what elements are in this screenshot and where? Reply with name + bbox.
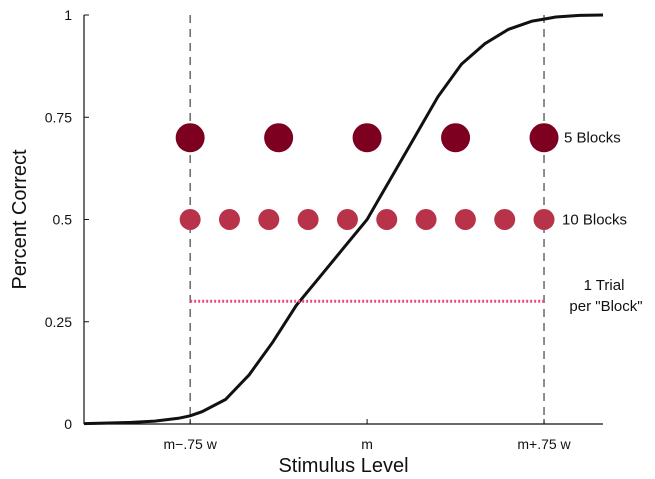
y-tick-label: 1 [64,7,72,23]
block-10-point [454,209,476,230]
y-tick-label: 0 [64,416,72,432]
label-1-trial-line1: 1 Trial [584,277,625,294]
data-points [175,123,559,230]
block-10-point [179,209,201,230]
block-10-point [533,209,555,230]
x-tick-label: m+.75 w [517,436,571,452]
block-10-point [494,209,516,230]
block-10-point [297,209,319,230]
label-1-trial-line2: per "Block" [569,298,642,315]
y-tick-label: 0.75 [45,109,72,125]
y-tick-label: 0.5 [53,212,73,228]
block-10-point [218,209,240,230]
block-10-point [376,209,398,230]
psychometric-curve [83,13,604,426]
plot-area [83,13,604,426]
x-axis-title: Stimulus Level [278,455,408,477]
block-5-point [175,123,205,153]
x-ticks: m−.75 w m m+.75 w [164,419,572,452]
y-tick-label: 0.25 [45,314,72,330]
block-5-point [529,123,559,153]
axes: 0 0.25 0.5 0.75 1 m−.75 w m m+.75 w [45,7,603,452]
y-axis-title: Percent Correct [9,149,31,289]
block-5-point [352,123,382,153]
block-5-point [264,123,294,153]
block-5-point [441,123,471,153]
block-10-point [415,209,437,230]
label-10-blocks: 10 Blocks [562,212,627,229]
label-5-blocks: 5 Blocks [564,130,621,147]
block-10-point [336,209,358,230]
x-tick-label: m [361,436,373,452]
block-10-point [258,209,280,230]
x-tick-label: m−.75 w [164,436,218,452]
y-ticks: 0 0.25 0.5 0.75 1 [45,7,89,432]
